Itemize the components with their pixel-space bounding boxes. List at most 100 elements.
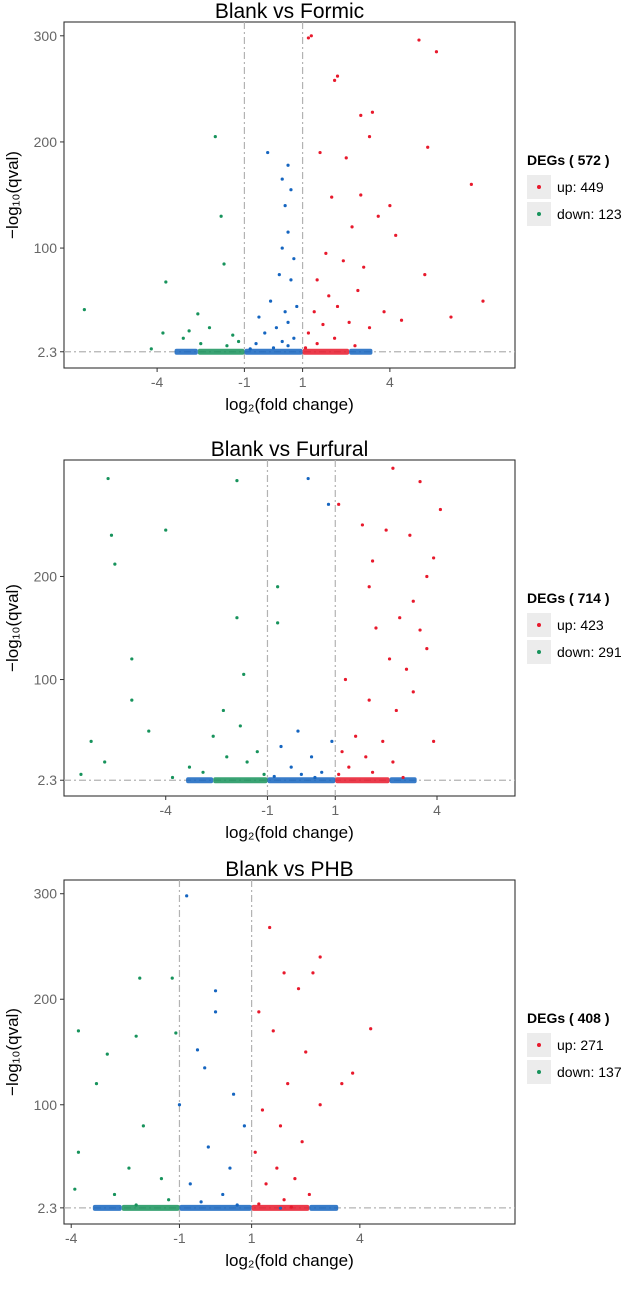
y-tick-label: 300 — [34, 886, 58, 902]
x-axis-label: log₂(fold change) — [225, 823, 354, 842]
plot-area — [63, 879, 516, 1225]
chart-title: Blank vs Furfural — [211, 438, 369, 461]
data-point-down — [201, 770, 205, 774]
legend-entry-down: down: 137 — [557, 1064, 622, 1080]
data-point-not_significant — [330, 739, 334, 743]
x-tick-label: 1 — [299, 374, 307, 390]
data-point-up — [391, 466, 395, 470]
data-point-down — [170, 775, 175, 780]
data-point-down — [235, 616, 239, 620]
data-point-up — [340, 750, 344, 754]
data-point-not_significant — [283, 310, 287, 314]
baseline-cluster-not-significant — [174, 348, 198, 355]
data-point-up — [359, 113, 363, 117]
data-point-up — [362, 265, 366, 269]
data-point-not_significant — [274, 326, 279, 330]
data-point-up — [253, 1150, 257, 1154]
baseline-cluster-down — [213, 777, 268, 784]
legend-title: DEGs ( 714 ) — [527, 590, 609, 606]
data-point-up — [408, 533, 412, 537]
data-point-not_significant — [268, 299, 273, 303]
data-point-up — [382, 310, 386, 314]
data-point-up — [306, 36, 311, 40]
data-point-up — [367, 135, 372, 139]
data-point-down — [112, 1192, 117, 1197]
data-point-up — [282, 1198, 286, 1202]
x-tick-label: 4 — [386, 374, 394, 390]
data-point-not_significant — [306, 476, 310, 481]
data-point-up — [411, 690, 415, 694]
data-point-not_significant — [277, 273, 281, 277]
baseline-cluster-down — [197, 348, 245, 355]
data-point-down — [76, 1150, 81, 1154]
legend-entry-down: down: 123 — [557, 206, 622, 222]
data-point-up — [271, 1029, 275, 1033]
x-tick-label: 1 — [331, 802, 339, 818]
data-point-not_significant — [278, 1206, 283, 1210]
legend-marker-down — [537, 650, 541, 654]
y-tick-label: 100 — [34, 240, 58, 256]
data-point-not_significant — [295, 304, 299, 309]
data-point-not_significant — [263, 331, 267, 335]
y-tick-label: 200 — [34, 134, 58, 150]
data-point-not_significant — [280, 246, 284, 250]
data-point-not_significant — [254, 341, 258, 346]
data-point-not_significant — [289, 188, 293, 192]
data-point-up — [356, 288, 360, 293]
volcano-plot-3: Blank vs PHB 2.3 100 200 300 -4 -1 1 4log₂(fold … — [3, 858, 622, 1270]
data-point-up — [353, 344, 357, 348]
data-point-down — [276, 621, 280, 625]
data-point-down — [221, 708, 225, 713]
legend-title: DEGs ( 572 ) — [527, 152, 609, 168]
data-point-down — [103, 760, 107, 764]
data-point-up — [417, 38, 421, 42]
baseline-cluster-not-significant — [389, 777, 417, 784]
x-tick-label: -1 — [173, 1230, 186, 1246]
data-point-down — [159, 1177, 164, 1181]
data-point-up — [341, 259, 345, 263]
data-point-down — [149, 347, 153, 351]
data-point-down — [187, 765, 192, 769]
data-point-down — [236, 339, 241, 344]
data-point-down — [82, 308, 86, 312]
data-point-up — [401, 775, 405, 780]
data-point-up — [351, 1071, 355, 1075]
data-point-down — [134, 1203, 138, 1207]
legend-marker-up — [537, 185, 541, 189]
data-point-not_significant — [289, 278, 293, 282]
y-tick-label: 2.3 — [38, 344, 58, 360]
data-point-not_significant — [271, 346, 276, 350]
data-point-down — [235, 479, 239, 483]
data-point-down — [141, 1124, 145, 1128]
y-axis-label: −log₁₀(qval) — [3, 1008, 22, 1096]
data-point-up — [257, 1202, 261, 1206]
data-point-not_significant — [203, 1066, 207, 1070]
legend-entry-up: up: 271 — [557, 1037, 604, 1053]
data-point-not_significant — [296, 729, 300, 733]
data-point-up — [307, 1192, 311, 1197]
data-point-not_significant — [231, 1092, 236, 1096]
data-point-down — [187, 329, 191, 333]
data-point-not_significant — [177, 1103, 182, 1107]
data-point-down — [138, 976, 142, 980]
data-point-up — [398, 616, 402, 620]
data-point-down — [211, 734, 215, 738]
y-tick-label: 100 — [34, 672, 58, 688]
data-point-not_significant — [257, 315, 261, 319]
data-point-up — [432, 556, 436, 560]
data-point-up — [333, 336, 337, 340]
data-point-up — [369, 1027, 373, 1031]
legend-entry-up: up: 449 — [557, 179, 604, 195]
baseline-cluster-down — [121, 1204, 180, 1211]
data-point-not_significant — [199, 1200, 203, 1204]
data-point-up — [312, 310, 316, 314]
data-point-down — [225, 344, 229, 348]
data-point-up — [418, 480, 422, 484]
data-point-up — [354, 734, 358, 738]
data-point-up — [367, 326, 372, 330]
data-point-up — [293, 1177, 297, 1181]
data-point-up — [347, 320, 351, 324]
data-point-up — [282, 971, 286, 975]
data-point-down — [170, 976, 174, 980]
